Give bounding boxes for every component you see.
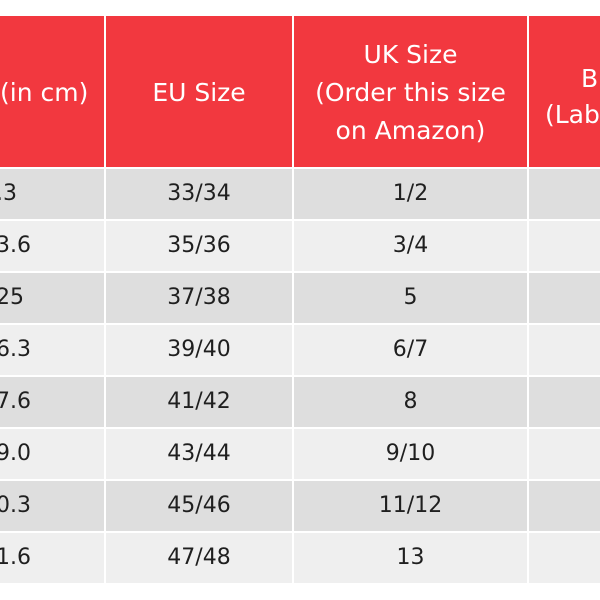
cell-text: 6.3: [0, 337, 31, 362]
cell-text: 7.6: [0, 389, 31, 414]
header-cell: B (Lab: [529, 16, 600, 167]
table-cell: 9/10: [294, 429, 527, 479]
cell-text: 11/12: [378, 493, 443, 518]
table-cell: [529, 481, 600, 531]
cell-text: 6/7: [392, 337, 429, 362]
header-text: (Lab: [545, 100, 600, 129]
header-cell: EU Size: [106, 16, 292, 167]
header-cell: UK Size (Order this size on Amazon): [294, 16, 527, 167]
table-cell: 6.3: [0, 325, 104, 375]
header-text: (in cm): [0, 78, 89, 107]
cell-text: 9.0: [0, 441, 31, 466]
table-cell: 1/2: [294, 169, 527, 219]
table-cell: 33/34: [106, 169, 292, 219]
table-cell: 25: [0, 273, 104, 323]
cell-text: 39/40: [167, 337, 231, 362]
header-text: EU Size: [152, 78, 246, 107]
table-cell: 9.0: [0, 429, 104, 479]
cell-text: 37/38: [167, 285, 231, 310]
cell-text: .3: [0, 181, 17, 206]
cell-text: 8: [403, 389, 418, 414]
cell-text: 47/48: [167, 545, 231, 570]
table-cell: 3/4: [294, 221, 527, 271]
cell-text: 3.6: [0, 233, 31, 258]
table-cell: 45/46: [106, 481, 292, 531]
table-cell: 7.6: [0, 377, 104, 427]
table-cell: [529, 273, 600, 323]
table-cell: [529, 169, 600, 219]
table-cell: 37/38: [106, 273, 292, 323]
table-cell: 47/48: [106, 533, 292, 583]
table-cell: 1.6: [0, 533, 104, 583]
table-cell: 35/36: [106, 221, 292, 271]
table-cell: [529, 377, 600, 427]
cell-text: 5: [403, 285, 418, 310]
header-text: UK Size: [363, 40, 458, 69]
table-cell: 5: [294, 273, 527, 323]
table-cell: 8: [294, 377, 527, 427]
table-cell: 43/44: [106, 429, 292, 479]
table-cell: [529, 533, 600, 583]
header-cell: ) (in cm): [0, 16, 104, 167]
cell-text: 1/2: [392, 181, 429, 206]
cell-text: 33/34: [167, 181, 231, 206]
cell-text: 45/46: [167, 493, 231, 518]
table-cell: 3.6: [0, 221, 104, 271]
table-cell: .3: [0, 169, 104, 219]
table-cell: [529, 429, 600, 479]
cell-text: 1.6: [0, 545, 31, 570]
header-text: on Amazon): [335, 116, 486, 145]
table-cell: [529, 325, 600, 375]
table-cell: [529, 221, 600, 271]
cell-text: 43/44: [167, 441, 231, 466]
header-text: B: [581, 64, 599, 93]
header-text: (Order this size: [315, 78, 506, 107]
cell-text: 13: [396, 545, 425, 570]
cell-text: 9/10: [385, 441, 436, 466]
table-cell: 13: [294, 533, 527, 583]
table-cell: 11/12: [294, 481, 527, 531]
cell-text: 3/4: [392, 233, 429, 258]
table-cell: 39/40: [106, 325, 292, 375]
table-cell: 0.3: [0, 481, 104, 531]
cell-text: 25: [0, 285, 24, 310]
table-cell: 41/42: [106, 377, 292, 427]
cell-text: 0.3: [0, 493, 31, 518]
table-cell: 6/7: [294, 325, 527, 375]
cell-text: 35/36: [167, 233, 231, 258]
cell-text: 41/42: [167, 389, 231, 414]
